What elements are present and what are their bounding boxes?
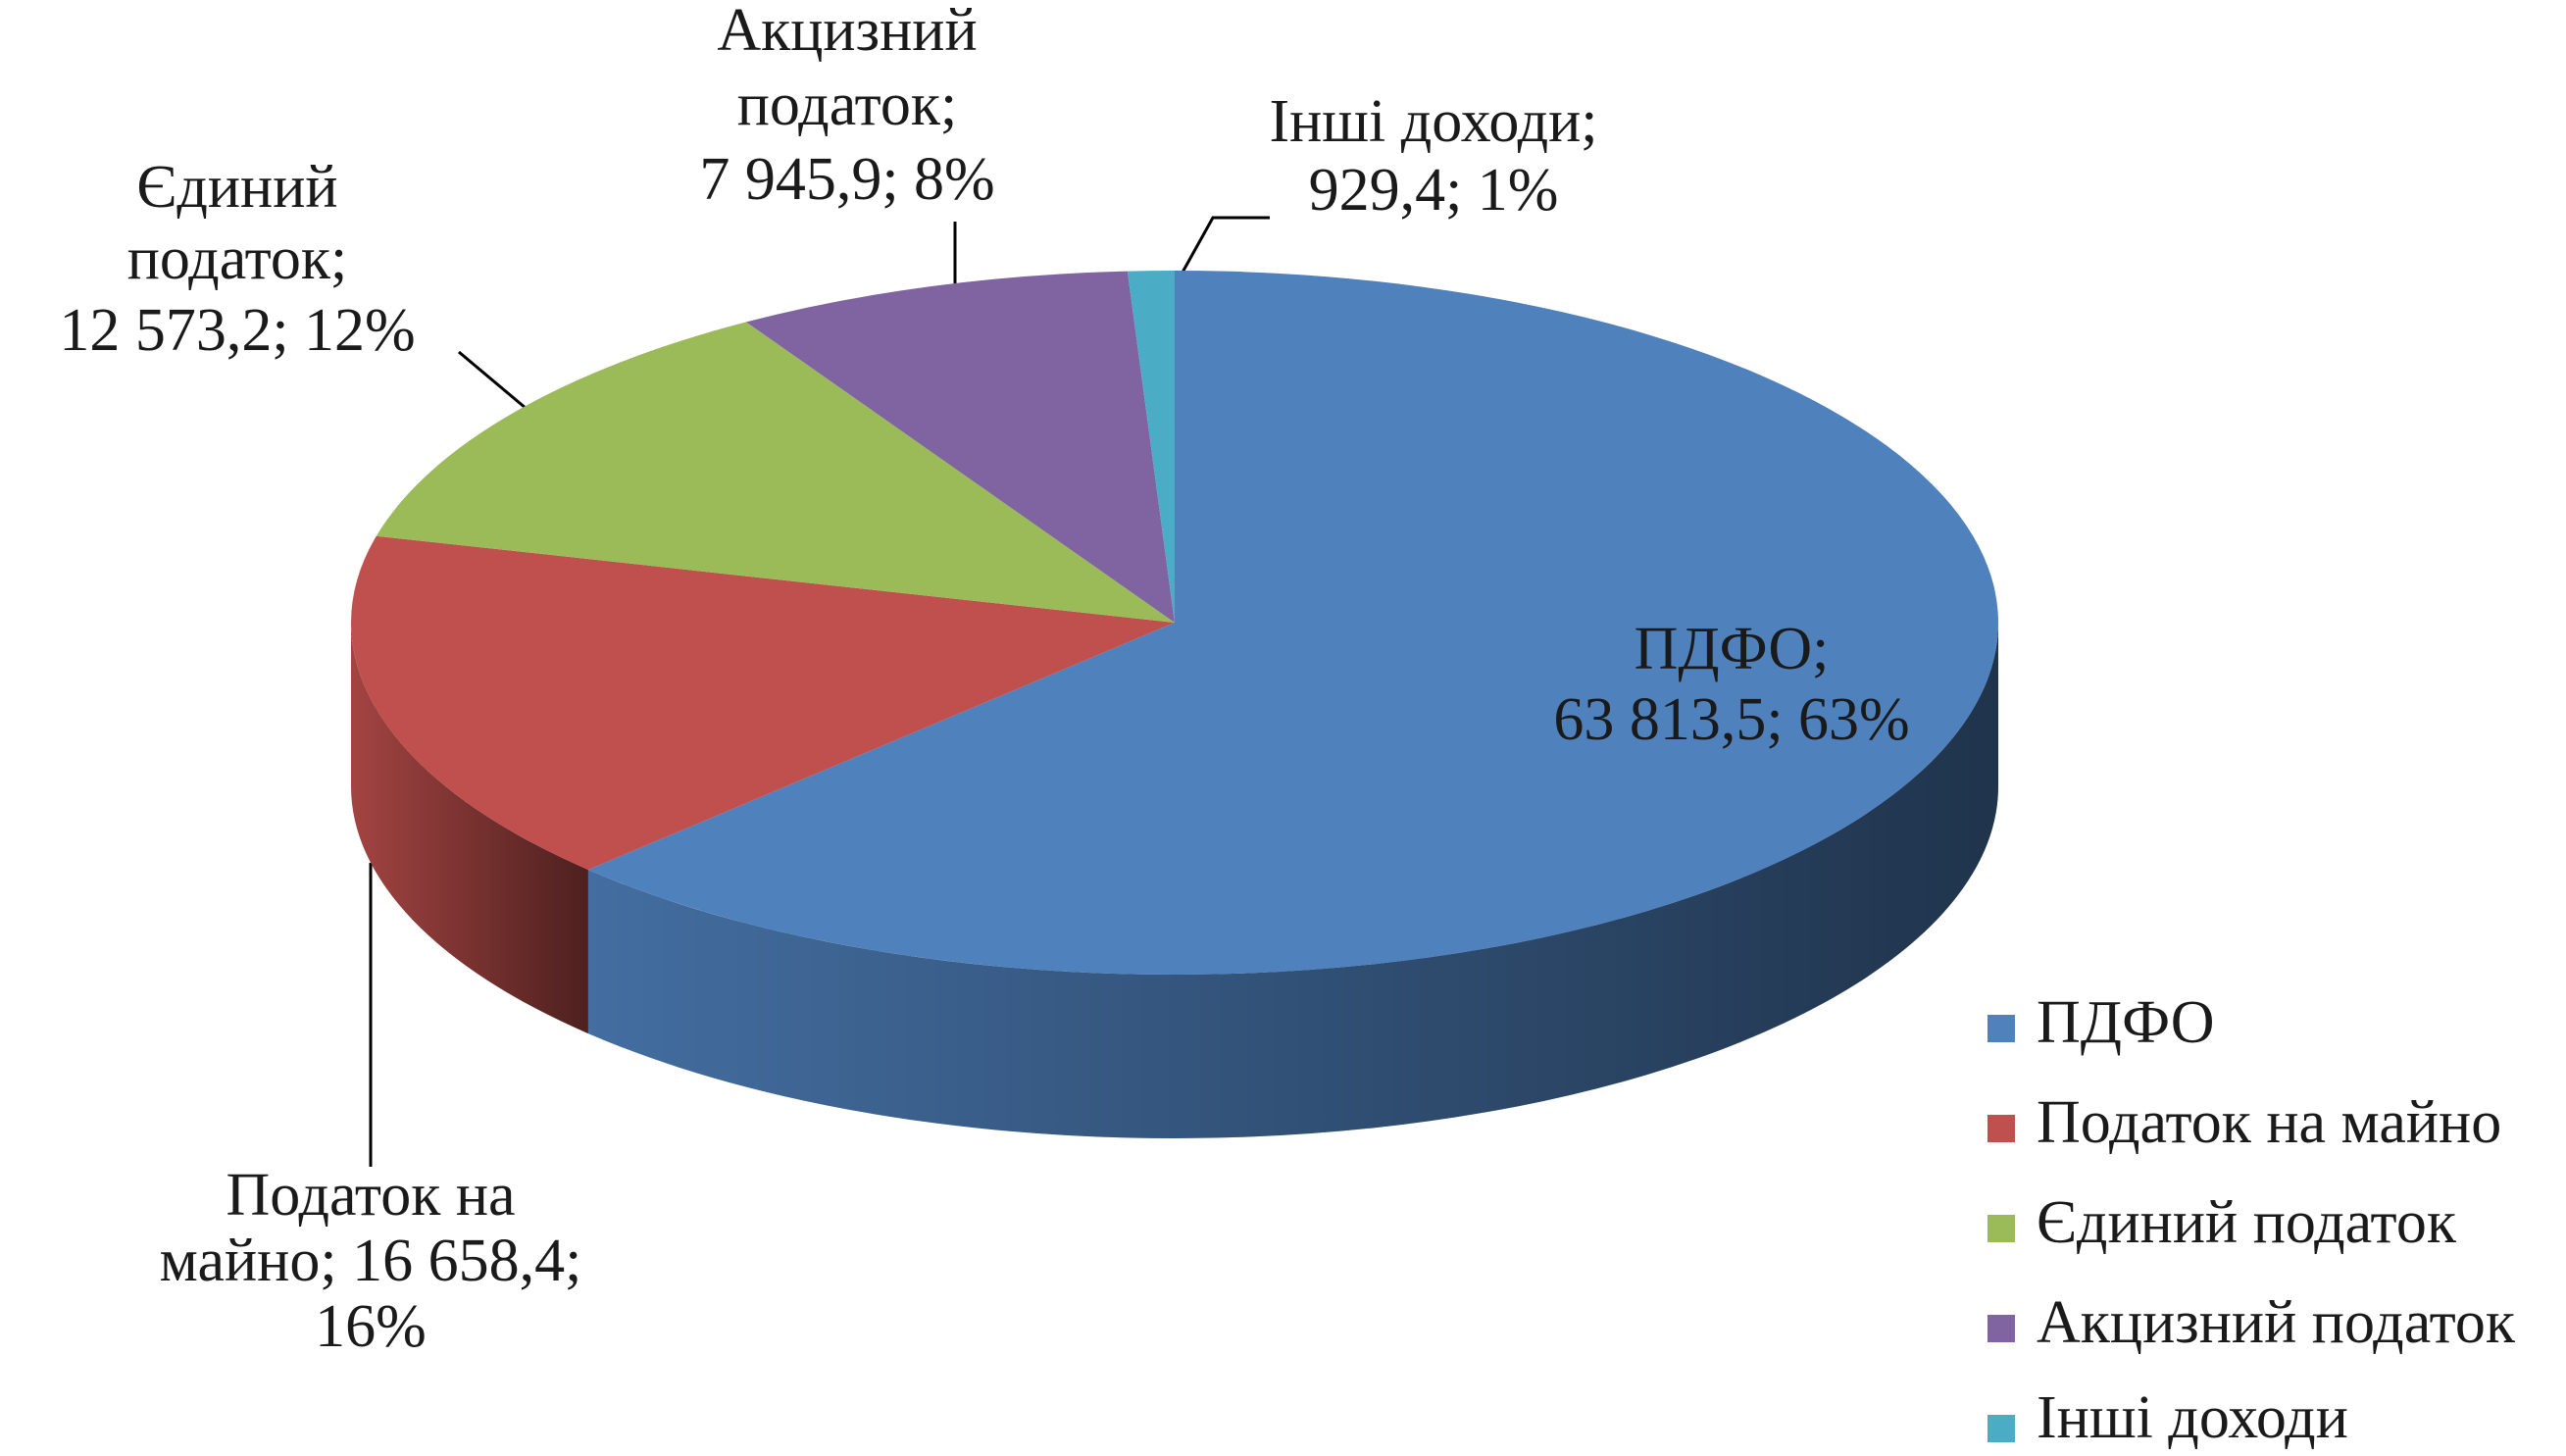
legend-label: Податок на майно xyxy=(2037,1089,2501,1156)
legend-swatch xyxy=(1987,1215,2015,1242)
pie xyxy=(351,271,1999,1138)
legend-swatch xyxy=(1987,1415,2015,1442)
data-label: Акцизний xyxy=(717,0,977,64)
legend-label: Інші доходи xyxy=(2037,1384,2348,1451)
data-label: 16% xyxy=(315,1293,427,1360)
slice-side-shade xyxy=(351,623,588,1034)
slice xyxy=(376,322,1175,623)
data-label: податок; xyxy=(737,72,957,138)
data-label: 7 945,9; 8% xyxy=(699,146,994,213)
data-label: 12 573,2; 12% xyxy=(59,297,415,364)
legend-swatch xyxy=(1987,1115,2015,1142)
slice xyxy=(351,535,1176,871)
data-label: 63 813,5; 63% xyxy=(1553,686,1909,753)
legend-label: Єдиний податок xyxy=(2037,1189,2457,1256)
legend-label: Акцизний податок xyxy=(2037,1289,2516,1356)
legend-swatch xyxy=(1987,1015,2015,1042)
data-label: Податок на xyxy=(226,1162,515,1229)
slice-side-shade xyxy=(587,623,1998,1138)
legend-label: ПДФО xyxy=(2037,989,2215,1056)
slice xyxy=(587,271,1999,975)
legend: ПДФО Податок на майно Єдиний податок Акцизн… xyxy=(1987,989,2516,1451)
data-label: податок; xyxy=(127,226,347,292)
legend-swatch xyxy=(1987,1315,2015,1342)
data-label: Єдиний xyxy=(136,154,337,221)
data-label: ПДФО; xyxy=(1635,616,1830,682)
data-label: 929,4; 1% xyxy=(1309,157,1559,224)
slice xyxy=(1127,271,1175,623)
data-label: Інші доходи; xyxy=(1269,88,1597,155)
data-label: майно; 16 658,4; xyxy=(160,1228,582,1294)
slice xyxy=(745,271,1175,623)
